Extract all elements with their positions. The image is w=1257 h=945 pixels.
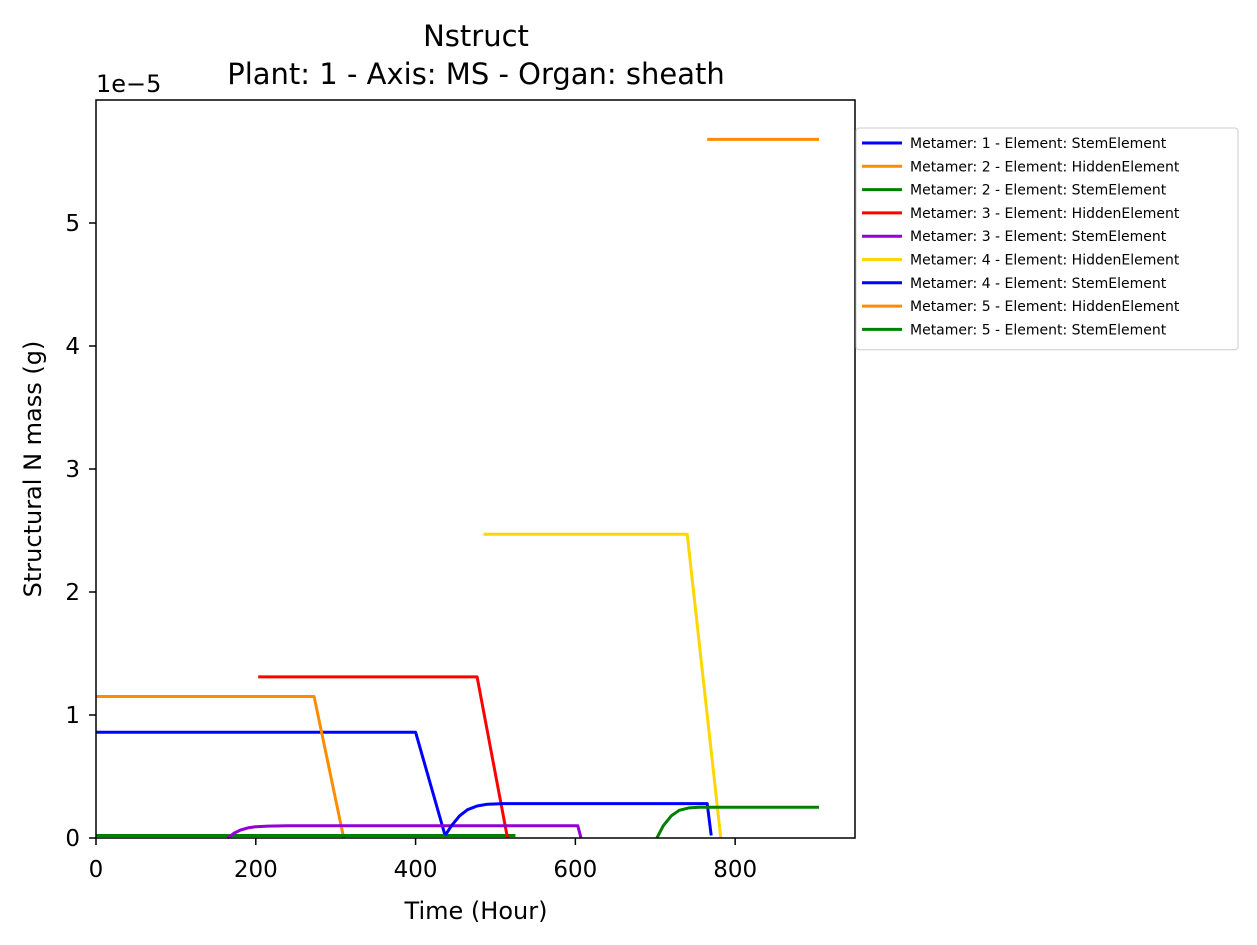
y-tick-label: 4 (65, 334, 80, 360)
legend-label: Metamer: 1 - Element: StemElement (910, 136, 1167, 152)
y-axis-label: Structural N mass (g) (19, 341, 47, 598)
y-axis: 0 1 2 3 4 5 (65, 211, 96, 852)
series-line-2 (96, 695, 346, 839)
x-tick-label: 800 (713, 857, 757, 883)
y-tick-label: 0 (65, 826, 80, 852)
legend-label: Metamer: 3 - Element: StemElement (910, 229, 1167, 245)
series-line-4 (258, 675, 509, 839)
legend-label: Metamer: 2 - Element: HiddenElement (910, 159, 1180, 175)
series-line-9 (655, 805, 819, 839)
legend-label: Metamer: 3 - Element: HiddenElement (910, 206, 1180, 222)
series-line-1 (96, 730, 447, 836)
x-tick-label: 600 (553, 857, 597, 883)
series-line-6 (483, 532, 723, 839)
x-tick-label: 200 (234, 857, 278, 883)
series-line-5 (226, 824, 583, 840)
chart-subtitle: Plant: 1 - Axis: MS - Organ: sheath (227, 57, 725, 91)
y-tick-label: 1 (65, 703, 80, 729)
chart-title: Nstruct (423, 19, 529, 53)
series-line-7 (443, 802, 713, 837)
y-tick-label: 5 (65, 211, 80, 237)
legend-label: Metamer: 2 - Element: StemElement (910, 183, 1167, 199)
legend-label: Metamer: 5 - Element: StemElement (910, 322, 1167, 338)
plot-frame (95, 99, 856, 839)
y-offset-label: 1e−5 (96, 70, 161, 98)
legend: Metamer: 1 - Element: StemElement Metamer… (855, 127, 1239, 351)
x-axis: 0 200 400 600 800 (89, 838, 757, 883)
legend-box (855, 127, 1239, 351)
x-tick-label: 400 (394, 857, 438, 883)
legend-label: Metamer: 4 - Element: StemElement (910, 276, 1167, 292)
x-axis-label: Time (Hour) (404, 897, 548, 925)
x-tick-label: 0 (89, 857, 104, 883)
legend-label: Metamer: 4 - Element: HiddenElement (910, 253, 1180, 269)
y-tick-label: 2 (65, 580, 80, 606)
y-tick-label: 3 (65, 457, 80, 483)
legend-label: Metamer: 5 - Element: HiddenElement (910, 299, 1180, 315)
series-layer (96, 137, 819, 840)
